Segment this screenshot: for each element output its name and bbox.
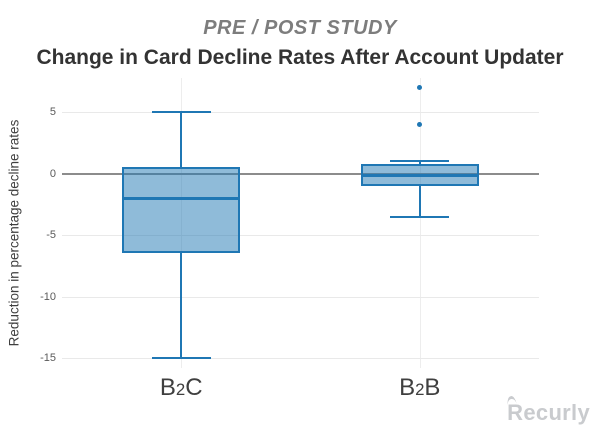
category-gridline [419, 78, 421, 368]
y-tick-label: -15 [40, 352, 56, 364]
upper-whisker-cap [390, 160, 450, 163]
lower-whisker [418, 185, 421, 217]
lower-whisker [180, 253, 183, 358]
logo-text: ecurly [523, 400, 590, 425]
y-gridline [62, 358, 539, 359]
zero-line [62, 172, 539, 175]
upper-whisker [180, 112, 183, 168]
chart-title: Change in Card Decline Rates After Accou… [36, 46, 564, 69]
y-tick-label: -5 [46, 229, 56, 241]
chart-eyebrow-title: PRE / POST STUDY [203, 17, 397, 39]
outlier-point [417, 84, 423, 90]
median-line [122, 196, 241, 200]
lower-whisker-cap [390, 215, 450, 218]
recurly-logo: Recurly [506, 395, 590, 426]
median-line [360, 174, 479, 178]
y-gridline [62, 296, 539, 298]
x-category-label: B2C [159, 374, 203, 401]
y-tick-label: 0 [49, 167, 56, 180]
y-gridline [62, 112, 539, 113]
logo-accent-icon: R [506, 395, 523, 426]
y-tick-label: 5 [49, 106, 56, 118]
y-tick-label: -10 [40, 290, 56, 303]
upper-whisker-cap [151, 111, 211, 113]
y-gridline [62, 235, 539, 236]
outlier-point [417, 121, 423, 127]
x-category-label: B2B [399, 374, 441, 401]
lower-whisker-cap [151, 357, 211, 359]
upper-whisker [418, 161, 421, 164]
box-b2c [122, 167, 241, 254]
